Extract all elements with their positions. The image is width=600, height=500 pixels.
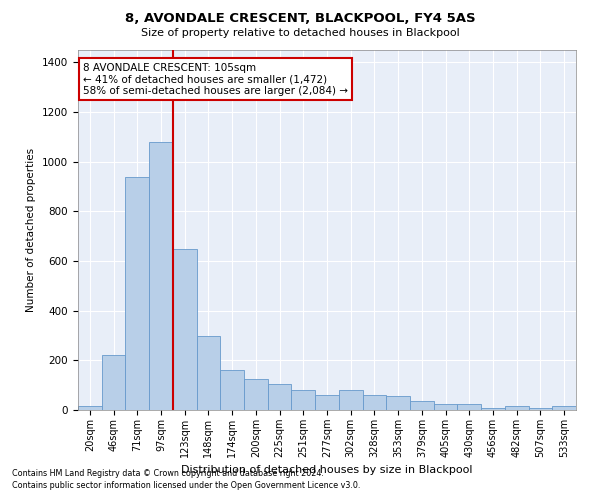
Bar — [434, 404, 457, 410]
Text: Contains HM Land Registry data © Crown copyright and database right 2024.: Contains HM Land Registry data © Crown c… — [12, 468, 324, 477]
Bar — [505, 406, 529, 410]
Bar — [529, 408, 552, 410]
Bar — [173, 248, 197, 410]
Bar — [268, 384, 292, 410]
X-axis label: Distribution of detached houses by size in Blackpool: Distribution of detached houses by size … — [181, 466, 473, 475]
Bar — [220, 370, 244, 410]
Bar — [362, 395, 386, 410]
Bar — [292, 390, 315, 410]
Bar — [339, 390, 362, 410]
Bar — [386, 396, 410, 410]
Text: 8, AVONDALE CRESCENT, BLACKPOOL, FY4 5AS: 8, AVONDALE CRESCENT, BLACKPOOL, FY4 5AS — [125, 12, 475, 26]
Bar — [125, 176, 149, 410]
Text: Size of property relative to detached houses in Blackpool: Size of property relative to detached ho… — [140, 28, 460, 38]
Text: Contains public sector information licensed under the Open Government Licence v3: Contains public sector information licen… — [12, 481, 361, 490]
Bar — [552, 406, 576, 410]
Bar — [149, 142, 173, 410]
Text: 8 AVONDALE CRESCENT: 105sqm
← 41% of detached houses are smaller (1,472)
58% of : 8 AVONDALE CRESCENT: 105sqm ← 41% of det… — [83, 62, 348, 96]
Bar — [315, 395, 339, 410]
Bar — [244, 379, 268, 410]
Bar — [78, 406, 102, 410]
Bar — [410, 402, 434, 410]
Y-axis label: Number of detached properties: Number of detached properties — [26, 148, 37, 312]
Bar — [481, 408, 505, 410]
Bar — [102, 356, 125, 410]
Bar — [457, 404, 481, 410]
Bar — [197, 336, 220, 410]
